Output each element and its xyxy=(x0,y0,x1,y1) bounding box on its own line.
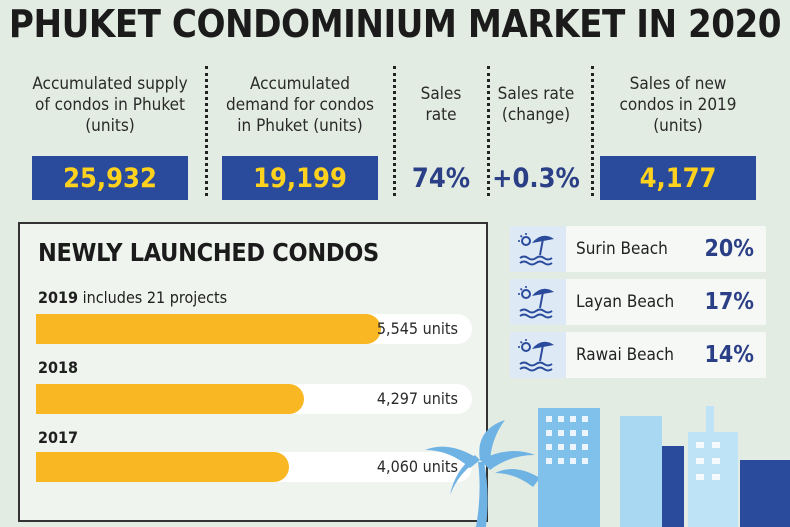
stat-sales-rate-change-value: +0.3% xyxy=(492,162,580,194)
year-label: 2019 includes 21 projects xyxy=(38,288,227,307)
beach-name: Surin Beach xyxy=(566,226,766,272)
stat-supply-label: Accumulated supply of condos in Phuket (… xyxy=(32,73,188,136)
bar-value-label: 4,060 units xyxy=(376,457,458,476)
stat-new-sales: Sales of new condos in 2019 (units) 4,17… xyxy=(600,62,756,200)
beach-share: 20% xyxy=(704,236,754,262)
panel-title: NEWLY LAUNCHED CONDOS xyxy=(38,238,379,267)
year: 2017 xyxy=(38,428,79,447)
stat-new-sales-label: Sales of new condos in 2019 (units) xyxy=(619,73,737,136)
bar-value-label: 4,297 units xyxy=(376,389,458,408)
page-title: PHUKET CONDOMINIUM MARKET IN 2020 xyxy=(8,2,782,46)
stat-sales-rate-change: Sales rate (change) +0.3% xyxy=(492,62,580,200)
bar-track: 4,297 units xyxy=(36,384,472,414)
year-label: 2018 xyxy=(38,358,78,377)
beach-row-rawai: Rawai Beach 14% xyxy=(510,332,766,378)
beach-share: 14% xyxy=(704,342,754,368)
cityscape-illustration xyxy=(425,406,790,527)
stat-sales-rate: Sales rate 74% xyxy=(408,62,474,200)
beach-umbrella-icon xyxy=(510,279,566,325)
stat-sales-rate-label: Sales rate xyxy=(420,84,462,125)
year: 2018 xyxy=(38,358,79,377)
beach-umbrella-icon xyxy=(510,332,566,378)
stat-new-sales-value: 4,177 xyxy=(600,156,756,200)
bar-2018 xyxy=(36,384,304,414)
bar-2017 xyxy=(36,452,289,482)
year-note: includes 21 projects xyxy=(78,288,228,307)
stat-sales-rate-change-label: Sales rate (change) xyxy=(497,84,575,125)
beach-umbrella-icon xyxy=(510,226,566,272)
divider xyxy=(205,66,208,196)
year-label: 2017 xyxy=(38,428,78,447)
year: 2019 xyxy=(38,288,79,307)
beach-share: 17% xyxy=(704,289,754,315)
stat-supply: Accumulated supply of condos in Phuket (… xyxy=(32,62,188,200)
bar-track: 5,545 units xyxy=(36,314,472,344)
stat-demand-value: 19,199 xyxy=(222,156,378,200)
stat-supply-value: 25,932 xyxy=(32,156,188,200)
bar-2019 xyxy=(36,314,382,344)
beach-row-layan: Layan Beach 17% xyxy=(510,279,766,325)
beach-name: Layan Beach xyxy=(566,279,766,325)
divider xyxy=(393,66,396,196)
bar-track: 4,060 units xyxy=(36,452,472,482)
stat-sales-rate-value: 74% xyxy=(411,162,471,194)
beach-row-surin: Surin Beach 20% xyxy=(510,226,766,272)
stat-demand-label: Accumulated demand for condos in Phuket … xyxy=(225,73,375,136)
beach-name: Rawai Beach xyxy=(566,332,766,378)
newly-launched-panel: NEWLY LAUNCHED CONDOS 2019 includes 21 p… xyxy=(18,222,488,522)
divider xyxy=(487,66,490,196)
stat-demand: Accumulated demand for condos in Phuket … xyxy=(222,62,378,200)
bar-value-label: 5,545 units xyxy=(376,319,458,338)
divider xyxy=(591,66,594,196)
